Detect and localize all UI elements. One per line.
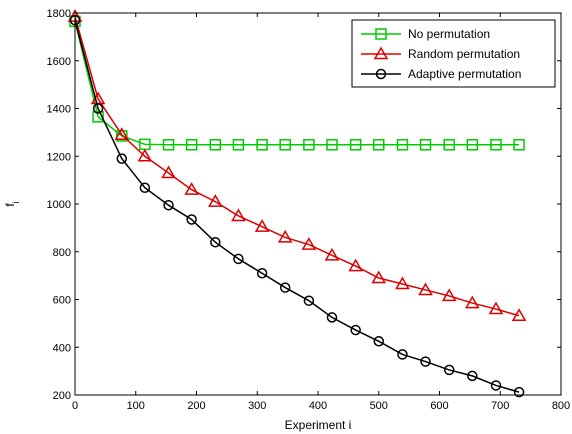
circle-marker (256, 267, 268, 279)
legend-label: No permutation (408, 27, 490, 41)
square-marker (162, 139, 175, 151)
circle-marker (139, 182, 151, 194)
circle-marker (373, 336, 384, 347)
x-tick-label: 500 (370, 400, 388, 412)
triangle-marker (418, 282, 433, 296)
legend: No permutation Random permutation Adaptive… (351, 19, 556, 88)
legend-item: Random permutation (361, 46, 520, 61)
square-marker (185, 139, 198, 151)
legend-item: Adaptive permutation (361, 67, 521, 81)
square-marker (443, 139, 455, 151)
legend-label: Adaptive permutation (408, 67, 521, 81)
triangle-marker (373, 46, 389, 60)
triangle-marker (395, 276, 410, 290)
y-tick-label: 1400 (47, 104, 71, 116)
triangle-marker (277, 229, 293, 243)
x-tick-label: 300 (248, 400, 266, 412)
triangle-marker (231, 208, 246, 222)
y-tick-label: 200 (53, 390, 71, 402)
x-tick-label: 200 (187, 400, 205, 412)
circle-marker (443, 364, 455, 376)
triangle-marker (254, 219, 270, 232)
circle-marker (303, 295, 315, 306)
circle-marker (490, 380, 502, 391)
circle-marker (350, 324, 361, 336)
series-line (74, 16, 520, 317)
triangle-marker (371, 270, 387, 284)
y-tick-label: 400 (53, 342, 71, 354)
circle-marker (397, 349, 408, 360)
x-tick-label: 600 (430, 400, 448, 412)
triangle-marker (114, 127, 130, 141)
square-marker (373, 139, 385, 151)
square-marker (209, 139, 222, 151)
triangle-marker (465, 295, 480, 309)
triangle-marker (348, 258, 363, 272)
triangle-marker (511, 308, 527, 321)
legend-item: No permutation (361, 27, 490, 41)
y-tick-label: 1600 (47, 56, 71, 68)
square-marker (419, 139, 432, 151)
circle-marker (467, 370, 478, 382)
square-marker (513, 139, 525, 151)
x-tick-label: 400 (309, 400, 327, 412)
triangle-marker (208, 194, 223, 207)
square-marker (375, 28, 387, 40)
ticks-layer: 0 100 200 300 400 500 600 700 800 200 400 600 800 100… (47, 8, 571, 412)
square-marker (256, 139, 268, 151)
circle-marker (233, 253, 244, 265)
circle-marker (375, 68, 387, 80)
y-axis-label: fi (3, 201, 21, 206)
series-2 (69, 14, 525, 398)
square-marker (279, 139, 291, 151)
circle-marker (420, 356, 431, 367)
square-marker (232, 139, 245, 151)
series-layer (67, 9, 527, 398)
circle-marker (116, 153, 128, 164)
triangle-marker (488, 301, 504, 315)
square-marker (349, 139, 362, 151)
y-tick-label: 1000 (47, 199, 71, 211)
series-line (74, 21, 520, 146)
series-1 (67, 9, 527, 321)
square-marker (92, 111, 104, 123)
square-marker (490, 139, 502, 151)
y-tick-label: 800 (53, 247, 71, 259)
square-marker (466, 139, 479, 151)
circle-marker (163, 199, 174, 211)
triangle-marker (161, 165, 176, 179)
x-tick-label: 800 (552, 400, 570, 412)
square-marker (116, 130, 128, 142)
triangle-marker (441, 288, 457, 302)
triangle-marker (184, 182, 199, 195)
triangle-marker (137, 148, 153, 162)
legend-label: Random permutation (408, 47, 520, 61)
square-marker (396, 139, 409, 151)
square-marker (303, 139, 315, 151)
circle-marker (326, 312, 338, 323)
y-tick-label: 1200 (47, 151, 71, 163)
circle-marker (279, 282, 291, 293)
square-marker (326, 139, 338, 151)
triangle-marker (324, 247, 340, 261)
circle-marker (210, 236, 221, 248)
circle-marker (92, 103, 104, 114)
circle-marker (186, 214, 197, 225)
x-tick-label: 0 (72, 400, 78, 412)
x-tick-label: 700 (491, 400, 509, 412)
y-tick-label: 600 (53, 295, 71, 307)
triangle-marker (301, 237, 317, 250)
x-axis-label: Experiment i (285, 418, 352, 432)
circle-marker (513, 386, 525, 398)
x-tick-label: 100 (127, 400, 145, 412)
y-tick-label: 1800 (47, 8, 71, 20)
